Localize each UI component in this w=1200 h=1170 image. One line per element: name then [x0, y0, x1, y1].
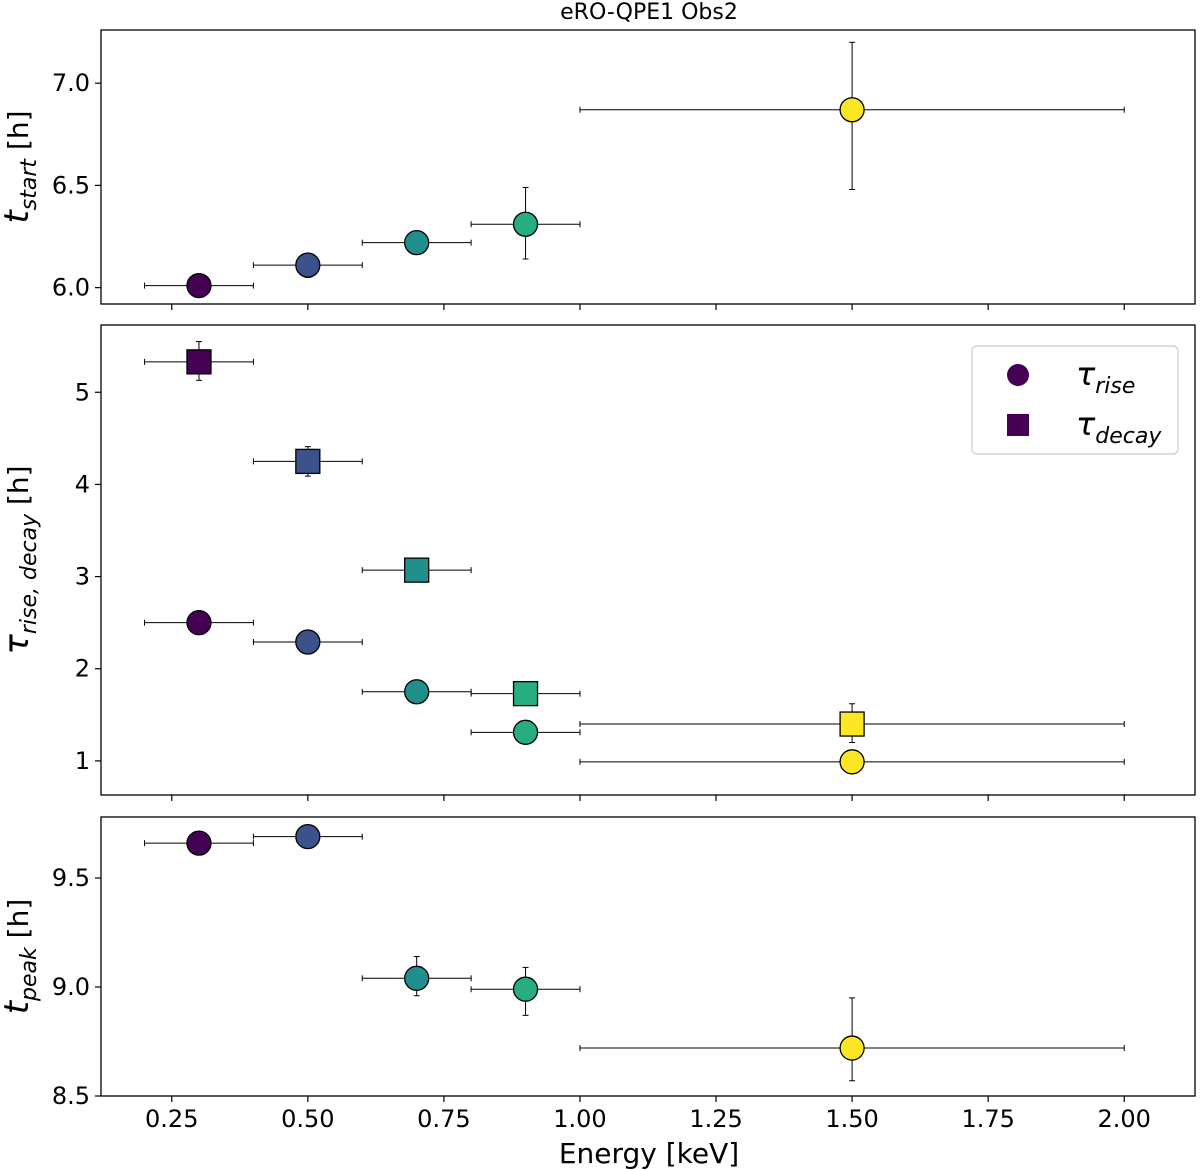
x-axis-title: Energy [keV] — [559, 1137, 739, 1170]
data-point-circle — [186, 830, 212, 856]
x-tick-label: 1.25 — [689, 1105, 742, 1133]
y-axis-title: tstart [h] — [0, 110, 42, 223]
y-tick-label: 9.5 — [52, 864, 90, 892]
data-point-circle — [404, 230, 430, 256]
panel-frame — [100, 29, 1196, 305]
legend-label: τdecay — [1076, 405, 1162, 449]
data-point-circle — [839, 749, 865, 775]
panel-t_peak: 0.25 0.50 0.75 1.00 1.25 1.50 1.75 2.00 8.5 9.0 9.… — [0, 816, 1196, 1133]
y-tick-label: 6.5 — [52, 171, 90, 199]
data-point-circle — [512, 976, 539, 1002]
data-point-square — [295, 448, 321, 475]
y-tick-label: 3 — [75, 563, 90, 591]
panel-tau: 1 2 3 4 5 τrise, decay [h] τrise τdecay — [0, 324, 1196, 801]
data-point-circle — [404, 965, 430, 991]
y-tick-label: 5 — [75, 378, 90, 406]
y-tick-label: 8.5 — [52, 1082, 90, 1110]
panel-frame — [100, 324, 1196, 796]
legend-label: τrise — [1076, 355, 1135, 399]
legend-marker-square — [1007, 414, 1029, 436]
y-axis-title: τrise, decay [h] — [0, 465, 42, 654]
data-point-square — [512, 680, 539, 707]
legend: τrise τdecay — [971, 345, 1179, 455]
data-point-circle — [186, 610, 212, 636]
x-tick-label: 2.00 — [1098, 1105, 1151, 1133]
data-point-circle — [839, 97, 865, 123]
x-tick-label: 0.75 — [417, 1105, 470, 1133]
x-tick-label: 1.00 — [553, 1105, 606, 1133]
data-point-circle — [839, 1035, 865, 1061]
y-tick-label: 2 — [75, 655, 90, 683]
series-rise — [144, 610, 1125, 775]
legend-marker-circle — [1007, 364, 1029, 386]
y-axis-title: tpeak [h] — [0, 899, 42, 1015]
data-point-circle — [404, 679, 430, 705]
data-point-circle — [512, 211, 539, 237]
x-tick-label: 0.50 — [281, 1105, 334, 1133]
series-decay — [144, 341, 1125, 743]
data-point-circle — [295, 823, 321, 850]
data-point-circle — [295, 629, 321, 655]
data-point-square — [404, 557, 430, 583]
x-tick-label: 0.25 — [145, 1105, 198, 1133]
y-tick-label: 7.0 — [52, 69, 90, 97]
x-tick-label: 1.50 — [825, 1105, 878, 1133]
panel-frame — [100, 816, 1196, 1097]
y-tick-label: 1 — [75, 747, 90, 775]
data-point-circle — [512, 719, 539, 745]
data-point-circle — [186, 272, 212, 299]
data-point-square — [839, 711, 865, 737]
series-0 — [144, 823, 1125, 1082]
data-point-circle — [295, 252, 321, 278]
y-tick-label: 9.0 — [52, 973, 90, 1001]
data-point-square — [186, 349, 212, 375]
y-tick-label: 4 — [75, 470, 90, 498]
x-tick-label: 1.75 — [961, 1105, 1014, 1133]
chart-title: eRO-QPE1 Obs2 — [560, 0, 738, 25]
panel-t_start: 6.0 6.5 7.0 tstart [h] — [0, 29, 1196, 310]
panels: 6.0 6.5 7.0 tstart [h] 1 2 3 4 5 τrise, decay [h]… — [0, 29, 1196, 1133]
y-tick-label: 6.0 — [52, 274, 90, 302]
series-0 — [144, 41, 1125, 299]
